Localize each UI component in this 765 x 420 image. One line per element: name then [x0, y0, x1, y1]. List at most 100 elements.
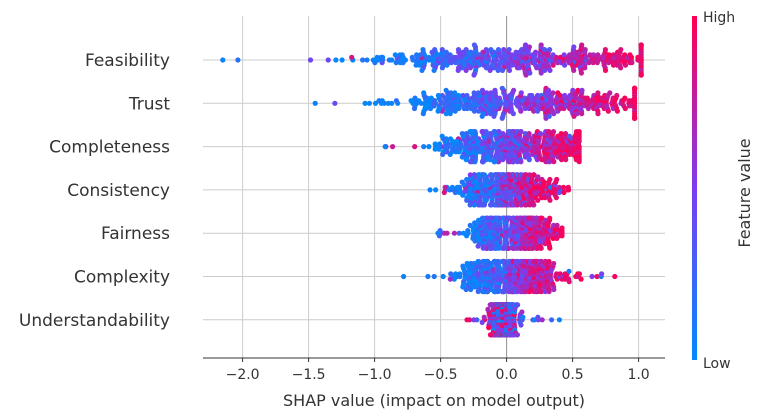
- shap-point: [220, 57, 226, 63]
- shap-point: [480, 258, 486, 265]
- shap-point: [443, 111, 449, 117]
- shap-point: [518, 90, 524, 96]
- x-tick-label: 0.5: [561, 367, 583, 383]
- shap-point: [529, 92, 535, 99]
- shap-point: [432, 141, 438, 147]
- shap-point: [364, 57, 370, 63]
- shap-point: [561, 52, 567, 58]
- shap-point: [451, 230, 457, 236]
- shap-point: [447, 276, 453, 282]
- shap-point: [475, 258, 481, 265]
- shap-point: [566, 279, 572, 285]
- shap-point: [235, 57, 241, 63]
- shap-point: [578, 70, 585, 76]
- shap-point: [571, 67, 577, 73]
- shap-point: [476, 217, 482, 223]
- shap-point: [460, 263, 466, 269]
- shap-point: [632, 85, 638, 91]
- shap-point: [522, 42, 529, 48]
- shap-point: [582, 65, 588, 71]
- shap-point: [538, 42, 544, 48]
- shap-point: [510, 111, 516, 117]
- shap-point: [454, 184, 460, 190]
- shap-point: [401, 273, 407, 280]
- shap-point: [539, 317, 545, 323]
- shap-point: [488, 172, 494, 178]
- shap-point: [518, 322, 524, 328]
- shap-point: [632, 100, 638, 106]
- shap-point: [571, 44, 577, 50]
- shap-point: [553, 195, 560, 201]
- shap-point: [562, 131, 569, 137]
- shap-point: [374, 54, 380, 61]
- shap-point: [520, 314, 526, 320]
- shap-point: [574, 111, 580, 117]
- shap-point: [439, 47, 445, 53]
- shap-point: [560, 184, 567, 190]
- shap-point: [533, 49, 539, 55]
- shap-point: [578, 276, 584, 282]
- shap-point: [426, 144, 432, 150]
- shap-point: [382, 144, 388, 150]
- shap-point: [526, 157, 532, 163]
- shap-point: [420, 111, 426, 117]
- shap-point: [495, 67, 501, 73]
- feature-label: Trust: [128, 94, 171, 114]
- shap-point: [559, 230, 565, 236]
- shap-point: [432, 146, 438, 152]
- shap-point: [459, 179, 465, 185]
- shap-point: [492, 87, 498, 93]
- shap-point: [535, 317, 541, 323]
- shap-point: [499, 67, 506, 73]
- feature-label: Complexity: [74, 268, 170, 288]
- shap-point: [595, 52, 601, 58]
- shap-point: [622, 62, 629, 68]
- shap-point: [430, 62, 436, 68]
- shap-point: [559, 225, 565, 231]
- shap-point: [491, 159, 497, 165]
- shap-point: [479, 87, 486, 93]
- feature-label: Fairness: [101, 224, 170, 244]
- shap-point: [469, 95, 475, 101]
- x-tick-label: −2.0: [226, 367, 260, 383]
- shap-point: [535, 174, 541, 180]
- shap-point: [435, 108, 441, 114]
- shap-point: [476, 108, 482, 114]
- shap-point: [487, 202, 494, 208]
- shap-point: [537, 131, 544, 137]
- shap-point: [602, 67, 609, 73]
- shap-point: [526, 44, 533, 50]
- shap-point: [558, 131, 564, 137]
- shap-point: [481, 314, 487, 320]
- shap-point: [550, 62, 556, 68]
- shap-point: [546, 113, 552, 119]
- shap-point: [562, 62, 568, 68]
- shap-point: [349, 54, 355, 61]
- colorbar: High Low Feature value: [692, 10, 754, 372]
- shap-point: [551, 286, 557, 293]
- shap-point: [425, 273, 431, 280]
- shap-point: [531, 202, 537, 208]
- shap-point: [546, 288, 552, 295]
- shap-point: [526, 131, 532, 137]
- shap-point: [550, 129, 557, 135]
- shap-point: [584, 95, 590, 101]
- shap-point: [579, 42, 585, 48]
- shap-point: [576, 144, 582, 150]
- shap-point: [412, 95, 418, 101]
- shap-point: [554, 176, 560, 183]
- x-tick-label: −1.5: [292, 367, 326, 383]
- x-tick-label: 0.0: [495, 367, 517, 383]
- shap-point: [463, 157, 469, 163]
- shap-point: [479, 319, 485, 325]
- shap-point: [433, 187, 439, 193]
- colorbar-title: Feature value: [735, 138, 754, 247]
- shap-point: [413, 62, 419, 68]
- shap-point: [558, 157, 565, 163]
- shap-point: [582, 47, 588, 53]
- shap-point: [618, 65, 624, 71]
- shap-point: [535, 197, 541, 203]
- shap-point: [485, 306, 491, 312]
- shap-point: [547, 67, 553, 73]
- shap-point: [439, 133, 445, 139]
